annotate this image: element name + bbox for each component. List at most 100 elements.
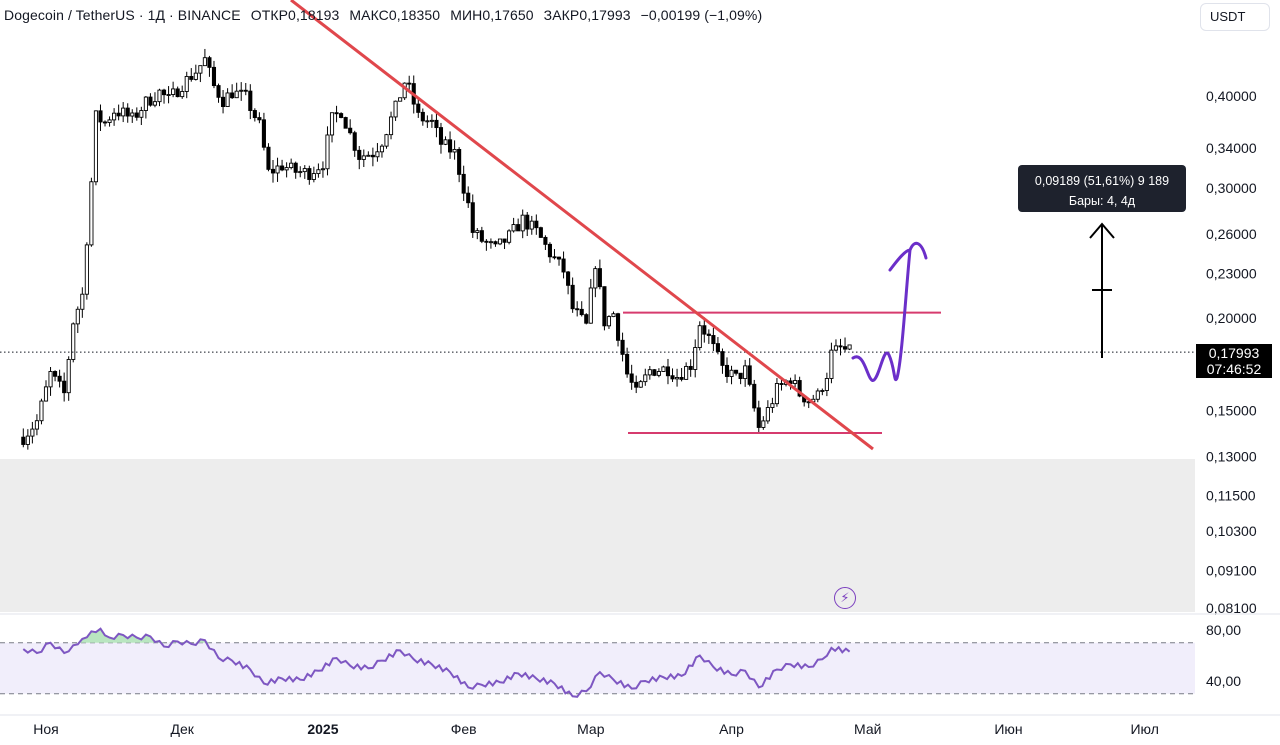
high-value: МАКС0,18350	[349, 7, 441, 23]
time-tick-label: 2025	[307, 721, 338, 737]
candle-body	[384, 134, 389, 147]
candle-body	[379, 145, 385, 153]
candle-body	[193, 72, 198, 80]
candle-body	[734, 369, 739, 374]
time-tick-label: Июл	[1130, 721, 1158, 737]
candle-body	[675, 376, 680, 380]
lightning-icon[interactable]: ⚡	[834, 587, 856, 609]
candle-body	[143, 96, 148, 111]
candle-body	[552, 256, 557, 259]
candle-body	[697, 325, 702, 348]
candle-body	[797, 380, 802, 397]
candle-body	[180, 91, 185, 98]
candle-body	[125, 107, 130, 117]
candle-body	[102, 121, 108, 124]
candle-body	[343, 117, 348, 129]
candle-body	[820, 390, 825, 392]
candle-body	[488, 241, 493, 244]
candle-body	[348, 127, 353, 134]
candle-body	[62, 380, 67, 394]
candle-body	[339, 113, 344, 118]
candle-body	[720, 351, 725, 366]
candle-body	[829, 349, 834, 379]
candle-body	[652, 369, 657, 376]
current-price-label: 0,17993	[1208, 345, 1260, 361]
candle-body	[629, 373, 634, 383]
candle-body	[84, 244, 89, 295]
candle-body	[298, 171, 303, 174]
candle-body	[248, 90, 253, 111]
candle-body	[148, 96, 153, 106]
candle-body	[30, 428, 35, 437]
candle-body	[579, 308, 584, 316]
candle-body	[398, 97, 403, 102]
candle-body	[679, 376, 684, 380]
time-tick-label: Фев	[451, 721, 477, 737]
candle-body	[316, 169, 321, 175]
candle-body	[761, 420, 766, 428]
symbol-title[interactable]: Dogecoin / TetherUS · 1Д · BINANCE	[4, 7, 241, 23]
candle-body	[847, 344, 852, 350]
candle-body	[429, 119, 434, 122]
time-tick-label: Апр	[719, 721, 744, 737]
candle-body	[198, 65, 203, 74]
candle-body	[765, 407, 770, 422]
candle-body	[511, 224, 516, 232]
candle-body	[502, 238, 507, 243]
candle-body	[520, 214, 525, 232]
price-tick-label: 0,26000	[1206, 226, 1257, 242]
candle-body	[793, 380, 798, 384]
candle-body	[239, 89, 244, 92]
candle-body	[611, 313, 616, 318]
open-value: ОТКР0,18193	[250, 7, 340, 23]
candle-body	[493, 241, 498, 245]
candle-body	[516, 224, 521, 232]
price-tick-label: 0,08100	[1206, 600, 1257, 616]
candle-body	[638, 381, 643, 388]
candle-body	[275, 165, 280, 174]
bar-countdown-label: 07:46:52	[1206, 361, 1262, 377]
candle-body	[107, 119, 112, 123]
symbol-info-bar: Dogecoin / TetherUS · 1Д · BINANCE ОТКР0…	[4, 7, 768, 23]
candle-body	[556, 256, 562, 260]
candle-body	[738, 372, 743, 380]
candle-body	[302, 168, 307, 173]
candle-body	[370, 154, 375, 158]
candle-body	[497, 238, 503, 245]
candle-body	[824, 378, 829, 391]
candle-body	[175, 88, 180, 98]
candle-body	[756, 407, 761, 428]
candle-body	[293, 162, 298, 173]
candle-body	[25, 435, 30, 445]
candle-body	[230, 92, 235, 99]
candle-body	[475, 230, 480, 233]
candle-body	[434, 119, 439, 129]
candle-body	[842, 346, 848, 350]
currency-button[interactable]: USDT	[1200, 3, 1270, 31]
candle-body	[702, 325, 707, 335]
candle-body	[416, 103, 421, 113]
measure-arrow	[1089, 222, 1115, 358]
candle-body	[116, 112, 121, 117]
candle-body	[461, 173, 466, 194]
candle-body	[661, 366, 666, 372]
candle-body	[334, 112, 339, 115]
candle-body	[211, 66, 217, 87]
candle-body	[507, 230, 512, 243]
candle-body	[838, 345, 843, 348]
candle-body	[157, 89, 162, 103]
candle-body	[280, 165, 285, 171]
candle-body	[270, 168, 276, 174]
candle-body	[325, 134, 330, 170]
candle-body	[448, 139, 453, 153]
price-tick-label: 0,10300	[1206, 523, 1257, 539]
candle-body	[221, 96, 226, 108]
candle-body	[534, 220, 539, 229]
candle-body	[484, 240, 489, 243]
candle-body	[307, 168, 312, 180]
candle-body	[647, 369, 652, 376]
candle-body	[584, 314, 589, 324]
price-tick-label: 0,15000	[1206, 402, 1257, 418]
candle-body	[320, 168, 325, 171]
